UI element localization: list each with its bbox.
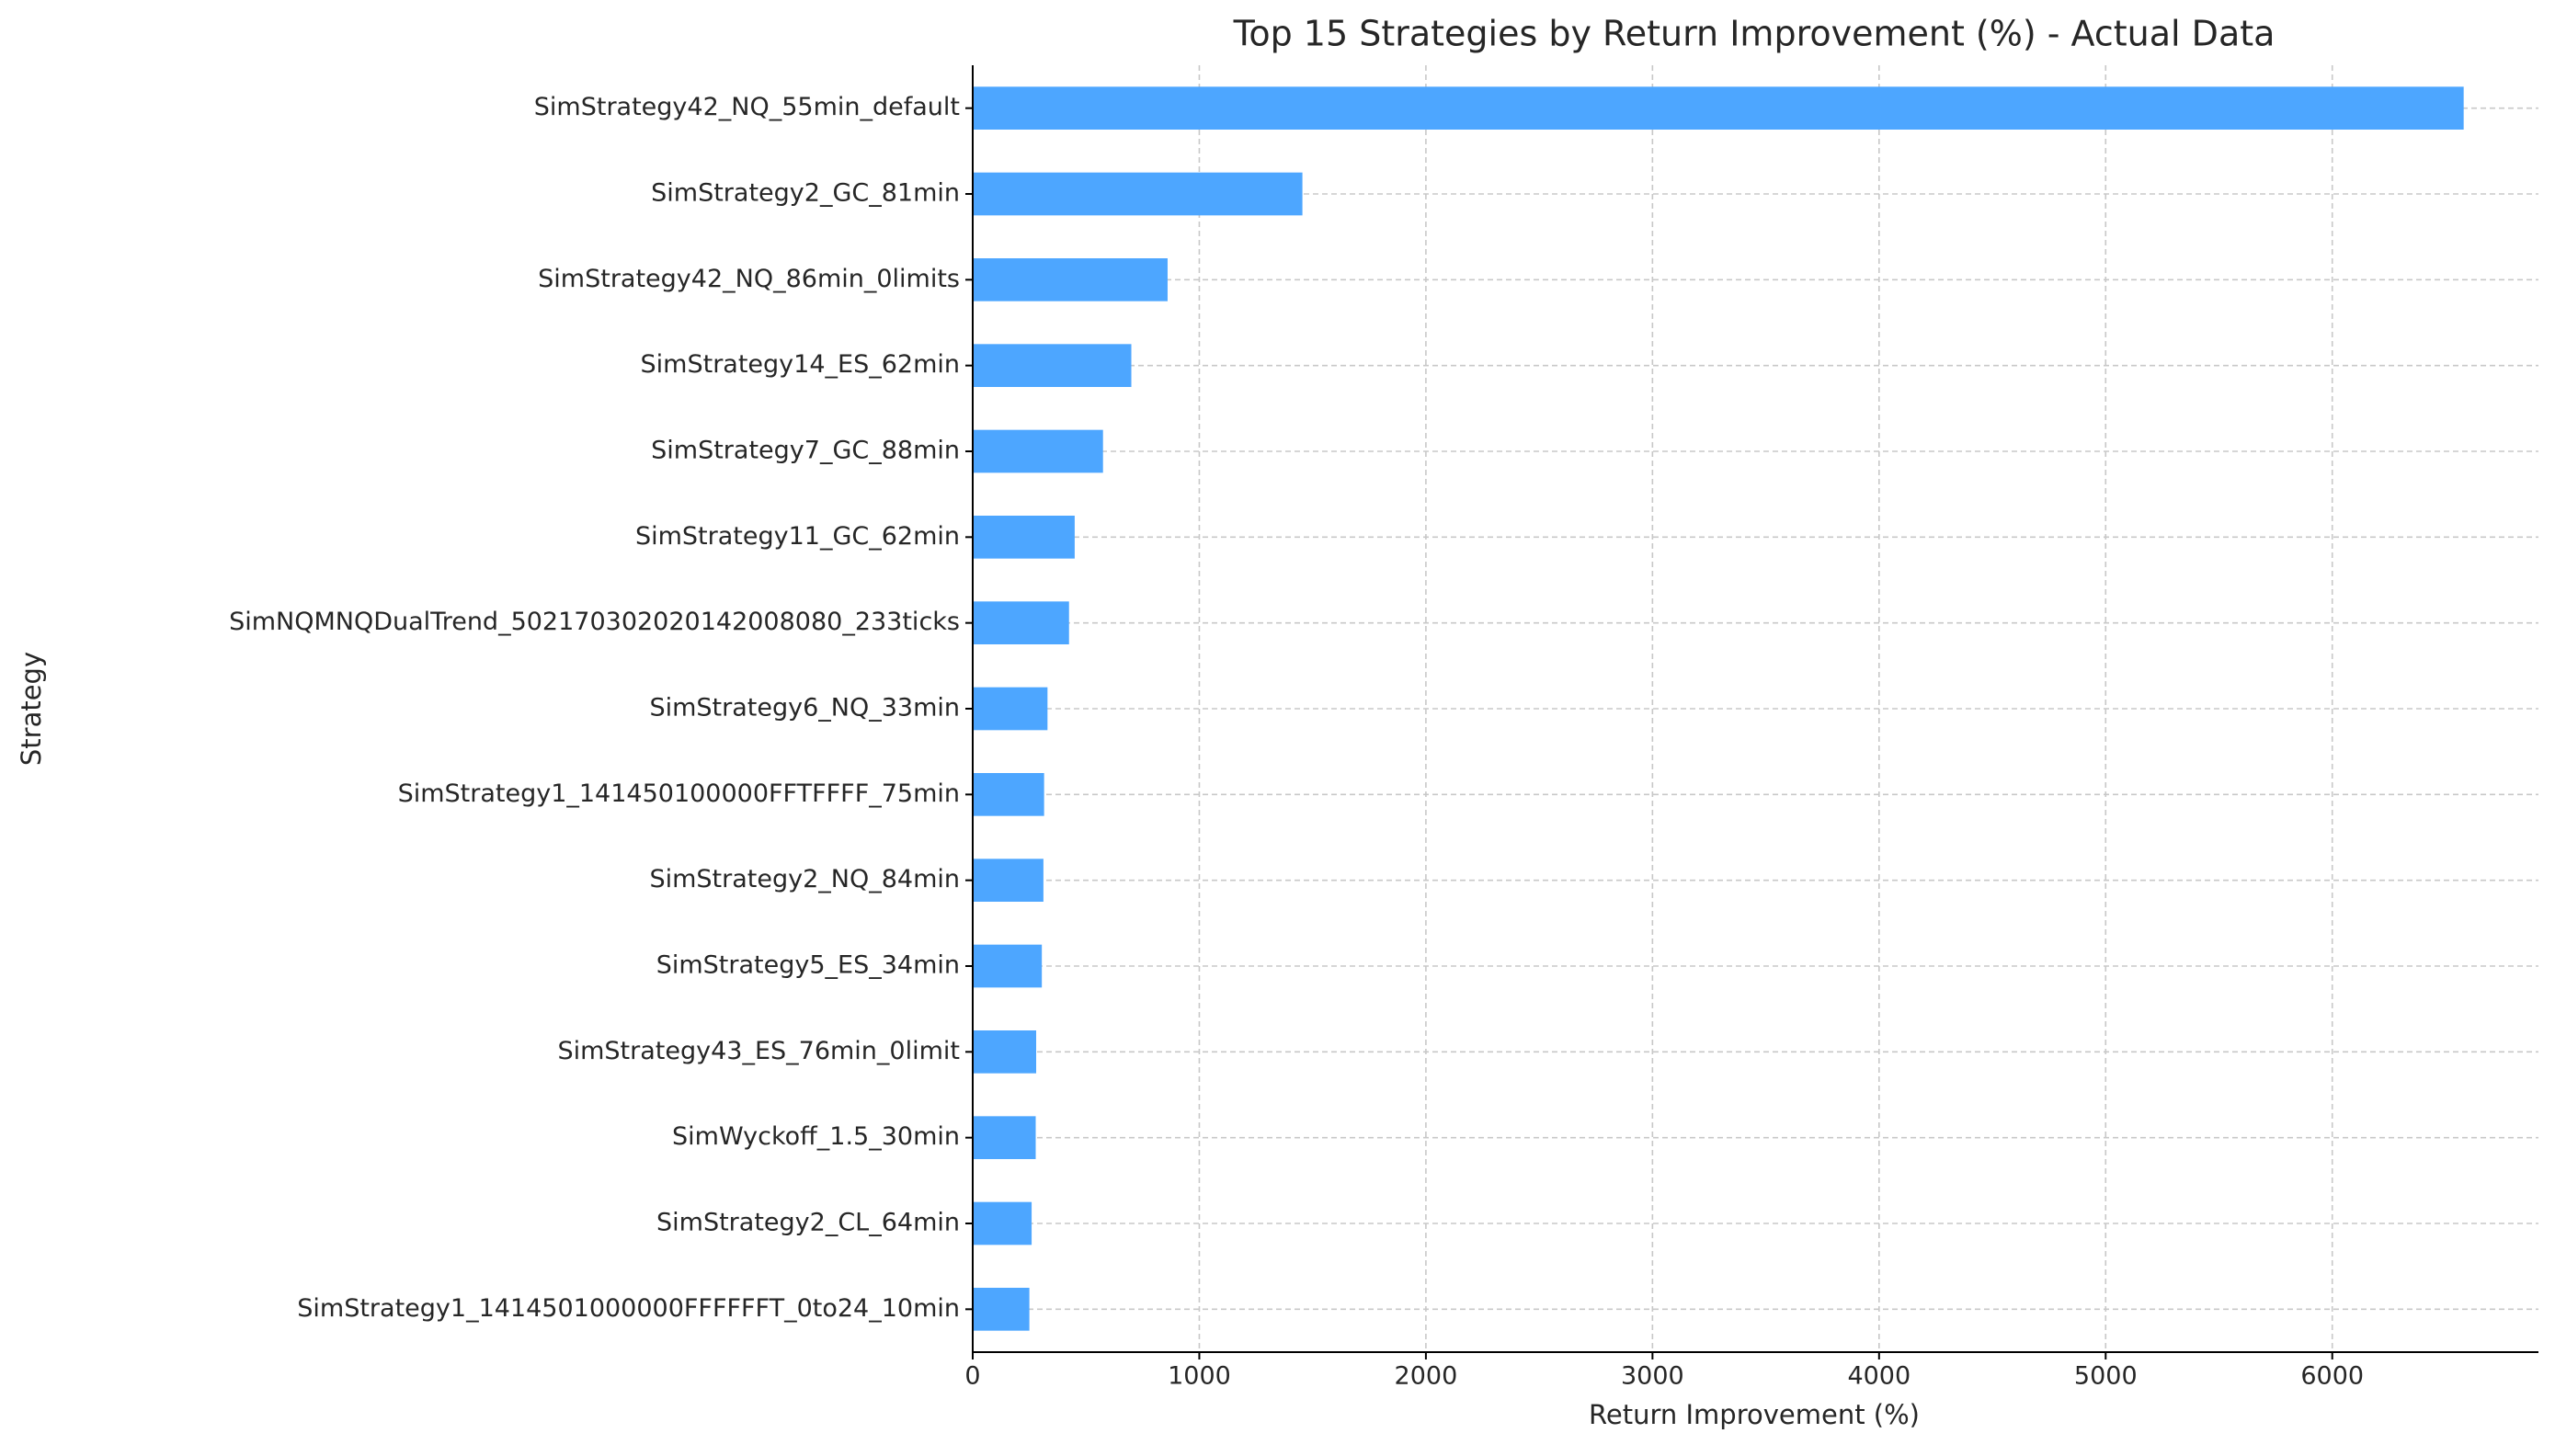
y-tick-label: SimStrategy7_GC_88min <box>651 437 960 465</box>
y-tick-label: SimStrategy43_ES_76min_0limit <box>557 1037 960 1065</box>
x-tick-label: 4000 <box>1847 1362 1911 1391</box>
y-tick-label: SimWyckoff_1.5_30min <box>672 1122 960 1151</box>
x-axis-label: Return Improvement (%) <box>1589 1399 1920 1430</box>
x-tick-label: 0 <box>964 1362 980 1391</box>
y-tick-label: SimNQMNQDualTrend_502170302020142008080_… <box>229 608 960 636</box>
bar <box>973 86 2464 130</box>
bar <box>973 859 1044 902</box>
y-tick-label: SimStrategy11_GC_62min <box>635 522 960 551</box>
bar <box>973 1201 1032 1246</box>
bar <box>973 516 1075 559</box>
bar <box>973 1116 1036 1159</box>
y-tick-label: SimStrategy6_NQ_33min <box>649 694 960 722</box>
x-tick-label: 6000 <box>2300 1362 2364 1391</box>
y-tick-label: SimStrategy14_ES_62min <box>641 350 960 379</box>
bar <box>973 344 1132 387</box>
bar <box>973 429 1103 473</box>
y-tick-label: SimStrategy2_CL_64min <box>656 1209 960 1237</box>
y-tick-label: SimStrategy42_NQ_86min_0limits <box>538 265 960 293</box>
bar <box>973 1288 1030 1331</box>
y-tick-label: SimStrategy1_141450100000FFTFFFF_75min <box>398 779 960 808</box>
y-tick-label: SimStrategy2_NQ_84min <box>649 865 960 893</box>
chart-title: Top 15 Strategies by Return Improvement … <box>1233 14 2276 54</box>
x-tick-label: 3000 <box>1621 1362 1684 1391</box>
bar <box>973 944 1043 988</box>
y-axis-label: Strategy <box>16 652 47 766</box>
x-tick-label: 2000 <box>1395 1362 1458 1391</box>
y-tick-label: SimStrategy2_GC_81min <box>651 179 960 208</box>
bar <box>973 172 1303 216</box>
bar <box>973 601 1069 644</box>
x-tick-label: 1000 <box>1168 1362 1231 1391</box>
x-tick-label: 5000 <box>2074 1362 2138 1391</box>
bar <box>973 1030 1037 1074</box>
bar <box>973 258 1168 301</box>
y-tick-label: SimStrategy5_ES_34min <box>656 951 960 980</box>
bar <box>973 687 1048 731</box>
bar <box>973 773 1044 816</box>
y-tick-label: SimStrategy1_1414501000000FFFFFFT_0to24_… <box>297 1294 960 1323</box>
y-tick-label: SimStrategy42_NQ_55min_default <box>534 93 960 121</box>
